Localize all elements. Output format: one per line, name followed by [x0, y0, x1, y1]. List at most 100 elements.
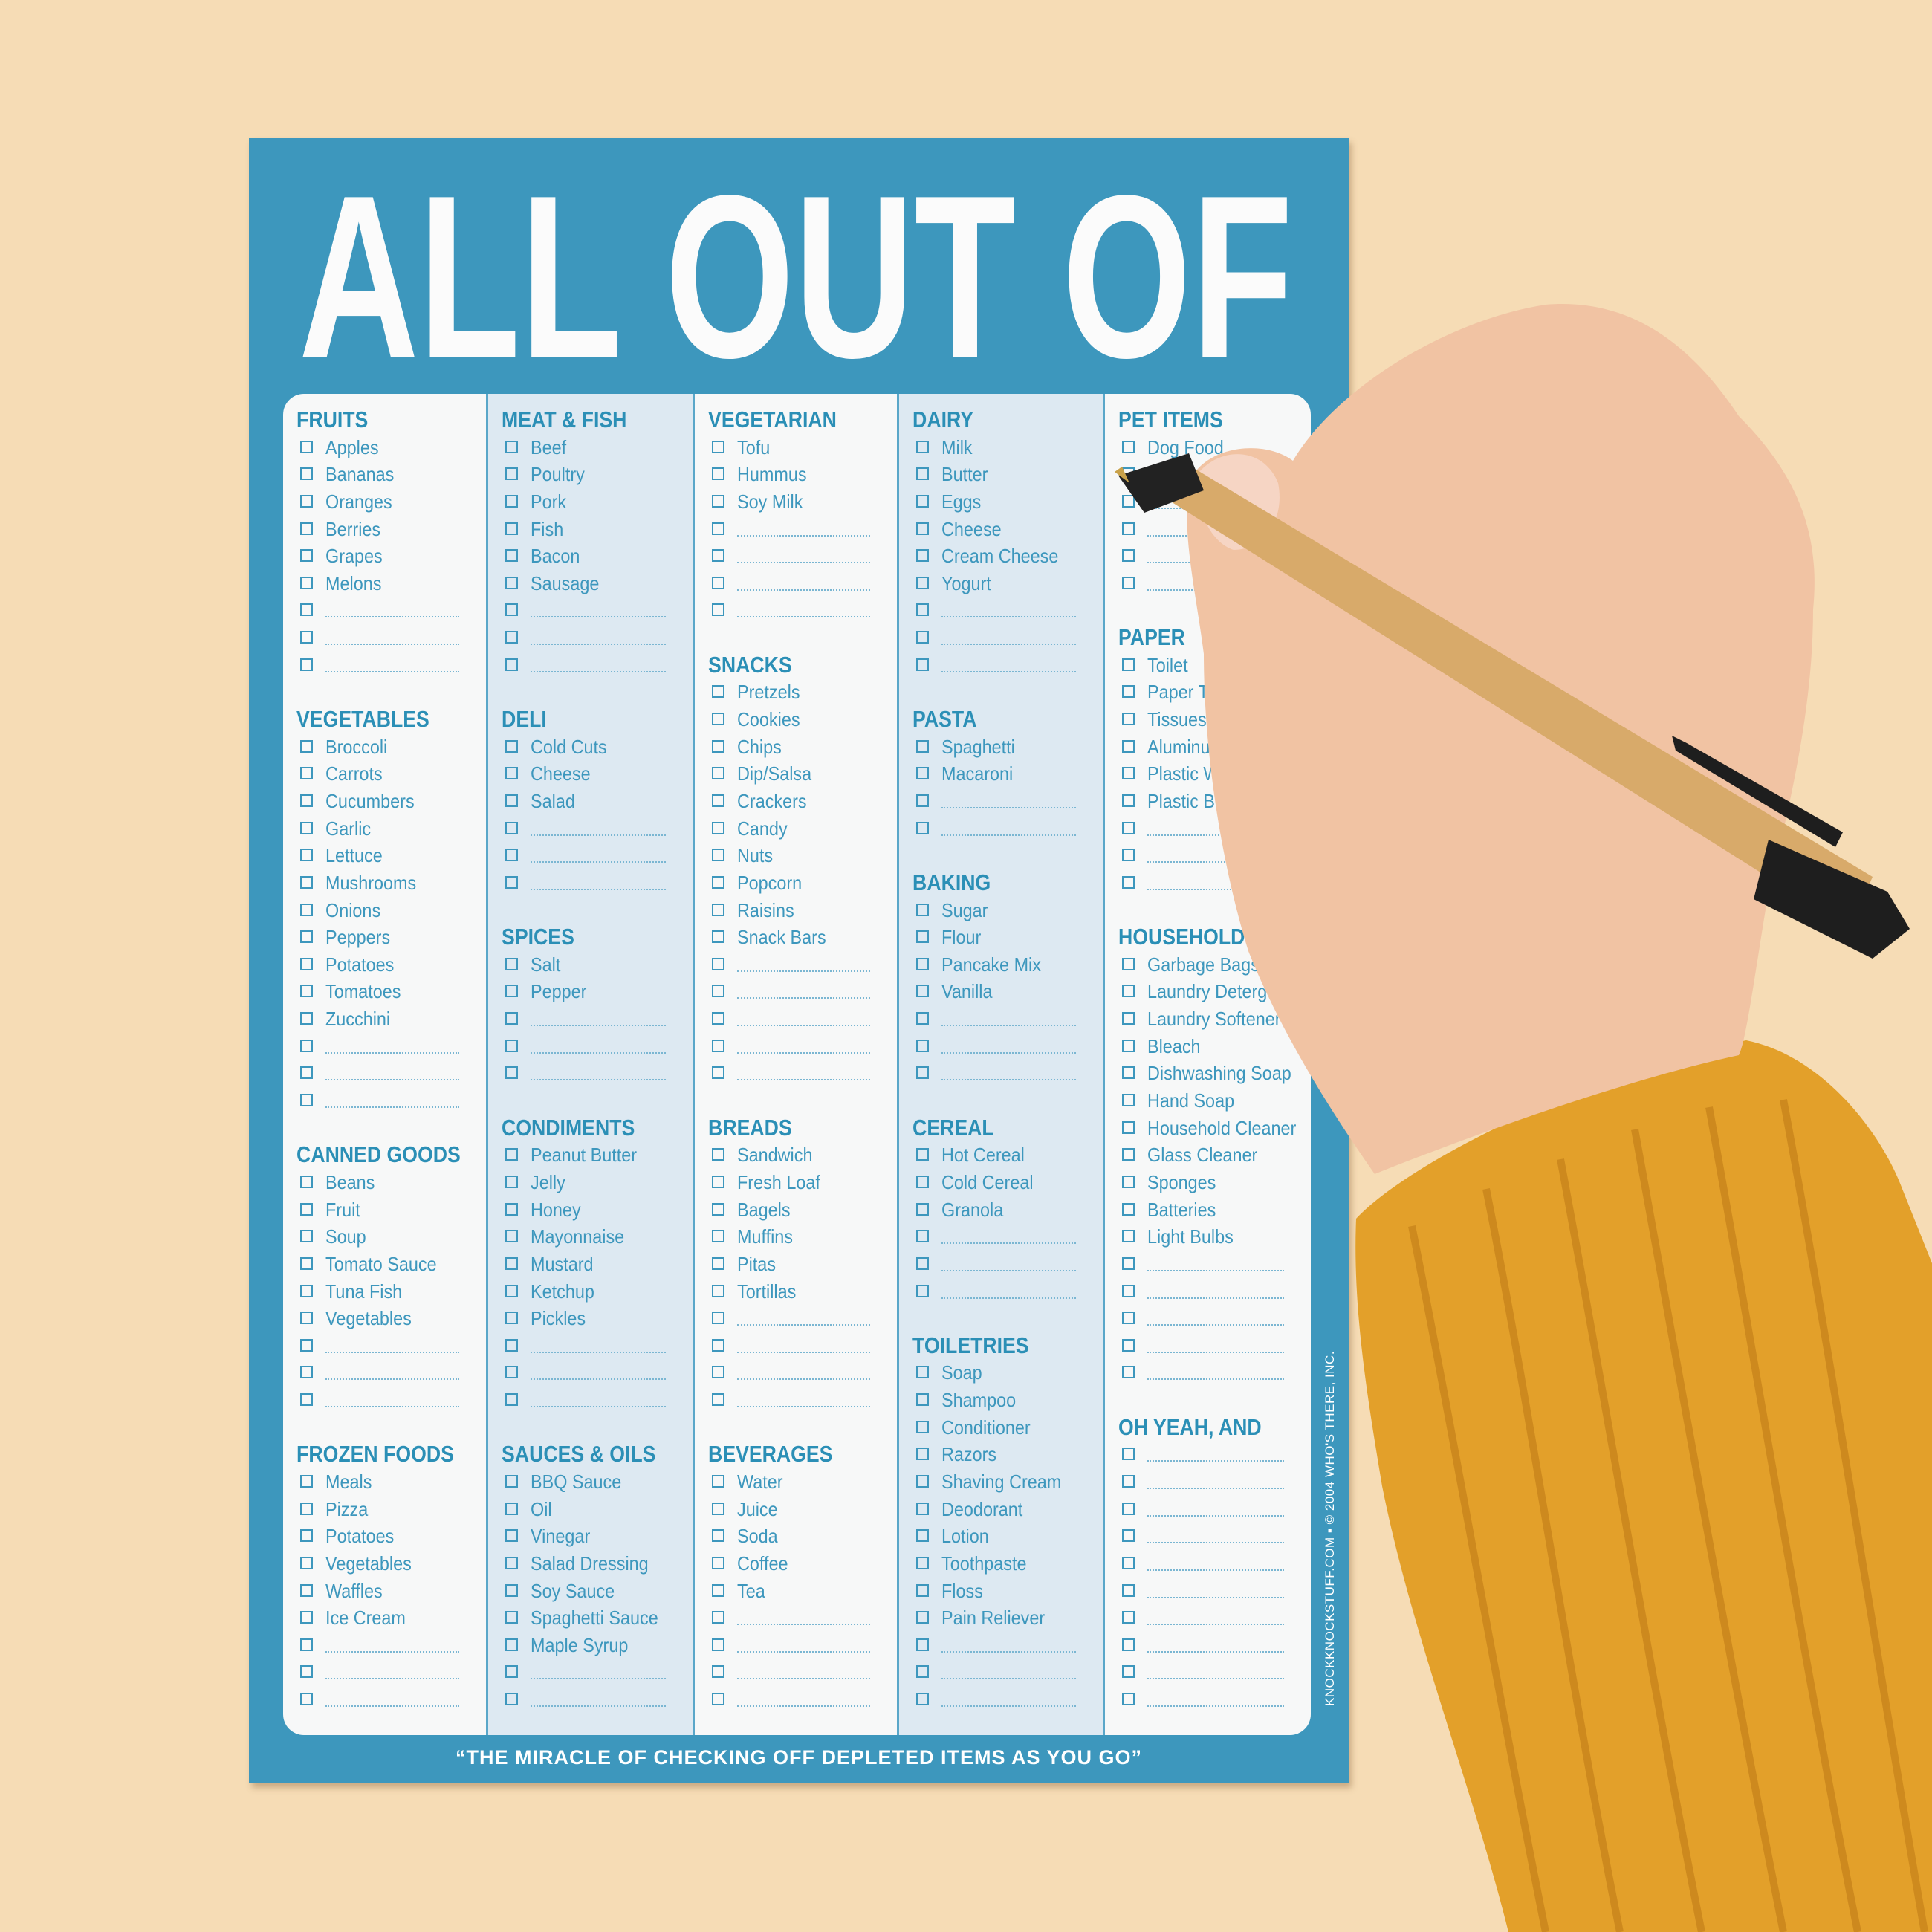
list-item[interactable]: Mayonnaise — [488, 1223, 693, 1251]
checkbox[interactable] — [505, 631, 518, 644]
list-item[interactable] — [695, 1060, 897, 1087]
list-item[interactable] — [488, 842, 693, 869]
checkbox[interactable] — [505, 440, 518, 453]
list-item[interactable]: Deodorant — [899, 1496, 1103, 1523]
checkbox[interactable] — [300, 1202, 313, 1216]
checkbox[interactable] — [916, 549, 929, 563]
list-item[interactable]: Candy — [695, 815, 897, 843]
checkbox[interactable] — [916, 1583, 929, 1597]
list-item[interactable]: Beans — [283, 1169, 486, 1196]
list-item[interactable] — [899, 1251, 1103, 1278]
checkbox[interactable] — [505, 1665, 518, 1679]
list-item[interactable] — [899, 1060, 1103, 1087]
list-item[interactable]: Lettuce — [283, 842, 486, 869]
list-item[interactable] — [695, 1359, 897, 1387]
checkbox[interactable] — [916, 1012, 929, 1025]
list-item[interactable]: Tofu — [695, 434, 897, 461]
list-item[interactable] — [283, 1033, 486, 1060]
checkbox[interactable] — [916, 494, 929, 508]
write-in-line[interactable] — [531, 1051, 666, 1054]
list-item[interactable]: Tomato Sauce — [283, 1251, 486, 1278]
checkbox[interactable] — [712, 1393, 724, 1407]
checkbox[interactable] — [1122, 549, 1135, 563]
write-in-line[interactable] — [531, 1378, 666, 1381]
list-item[interactable]: Eggs — [899, 488, 1103, 516]
write-in-line[interactable] — [325, 1650, 459, 1653]
list-item[interactable]: Milk — [899, 434, 1103, 461]
write-in-line[interactable] — [941, 1242, 1076, 1245]
checkbox[interactable] — [712, 1338, 724, 1352]
list-item[interactable] — [695, 978, 897, 1005]
list-item[interactable]: Onions — [283, 897, 486, 924]
write-in-line[interactable] — [737, 1351, 870, 1353]
write-in-line[interactable] — [531, 1079, 666, 1081]
list-item[interactable]: Muffins — [695, 1223, 897, 1251]
write-in-line[interactable] — [941, 806, 1076, 808]
checkbox[interactable] — [712, 440, 724, 453]
list-item[interactable] — [1105, 1496, 1311, 1523]
checkbox[interactable] — [505, 957, 518, 970]
write-in-line[interactable] — [737, 616, 870, 618]
checkbox[interactable] — [300, 1474, 313, 1488]
checkbox[interactable] — [1122, 1366, 1135, 1379]
checkbox[interactable] — [300, 1066, 313, 1080]
list-item[interactable]: Cheese — [488, 760, 693, 788]
list-item[interactable]: Sponges — [1105, 1169, 1311, 1196]
list-item[interactable] — [1105, 1278, 1311, 1306]
write-in-line[interactable] — [325, 1106, 459, 1109]
write-in-line[interactable] — [1147, 1624, 1284, 1626]
list-item[interactable]: Cream Cheese — [899, 542, 1103, 570]
write-in-line[interactable] — [941, 1678, 1076, 1680]
checkbox[interactable] — [505, 1230, 518, 1243]
checkbox[interactable] — [300, 875, 313, 889]
list-item[interactable] — [283, 1087, 486, 1115]
checkbox[interactable] — [505, 1284, 518, 1297]
list-item[interactable]: Raisins — [695, 897, 897, 924]
checkbox[interactable] — [505, 1039, 518, 1052]
write-in-line[interactable] — [325, 616, 459, 618]
list-item[interactable]: Bacon — [488, 542, 693, 570]
list-item[interactable] — [1105, 1251, 1311, 1278]
checkbox[interactable] — [1122, 1448, 1135, 1461]
checkbox[interactable] — [505, 1502, 518, 1515]
checkbox[interactable] — [505, 1338, 518, 1352]
list-item[interactable]: Beef — [488, 434, 693, 461]
checkbox[interactable] — [916, 1066, 929, 1080]
checkbox[interactable] — [505, 1366, 518, 1379]
list-item[interactable] — [899, 815, 1103, 843]
checkbox[interactable] — [300, 1665, 313, 1679]
list-item[interactable] — [899, 1659, 1103, 1686]
write-in-line[interactable] — [737, 1678, 870, 1680]
write-in-line[interactable] — [531, 888, 666, 890]
checkbox[interactable] — [916, 1611, 929, 1624]
list-item[interactable] — [695, 1604, 897, 1632]
write-in-line[interactable] — [737, 1650, 870, 1653]
list-item[interactable] — [1105, 1305, 1311, 1332]
checkbox[interactable] — [505, 576, 518, 589]
list-item[interactable]: Macaroni — [899, 760, 1103, 788]
list-item[interactable] — [488, 1686, 693, 1714]
list-item[interactable]: Vanilla — [899, 978, 1103, 1005]
list-item[interactable]: Conditioner — [899, 1414, 1103, 1442]
checkbox[interactable] — [916, 1202, 929, 1216]
list-item[interactable]: Soy Milk — [695, 488, 897, 516]
list-item[interactable]: Hot Cereal — [899, 1141, 1103, 1169]
list-item[interactable]: Peanut Butter — [488, 1141, 693, 1169]
list-item[interactable] — [1105, 1659, 1311, 1686]
list-item[interactable] — [283, 1632, 486, 1659]
checkbox[interactable] — [712, 821, 724, 834]
checkbox[interactable] — [916, 1474, 929, 1488]
write-in-line[interactable] — [531, 861, 666, 863]
checkbox[interactable] — [1122, 685, 1135, 698]
list-item[interactable] — [283, 1686, 486, 1714]
write-in-line[interactable] — [325, 1705, 459, 1708]
checkbox[interactable] — [712, 1366, 724, 1379]
write-in-line[interactable] — [737, 1378, 870, 1381]
write-in-line[interactable] — [1147, 861, 1284, 863]
checkbox[interactable] — [1122, 1338, 1135, 1352]
checkbox[interactable] — [1122, 875, 1135, 889]
checkbox[interactable] — [712, 930, 724, 944]
list-item[interactable] — [899, 1223, 1103, 1251]
write-in-line[interactable] — [1147, 1705, 1284, 1708]
checkbox[interactable] — [916, 1148, 929, 1161]
